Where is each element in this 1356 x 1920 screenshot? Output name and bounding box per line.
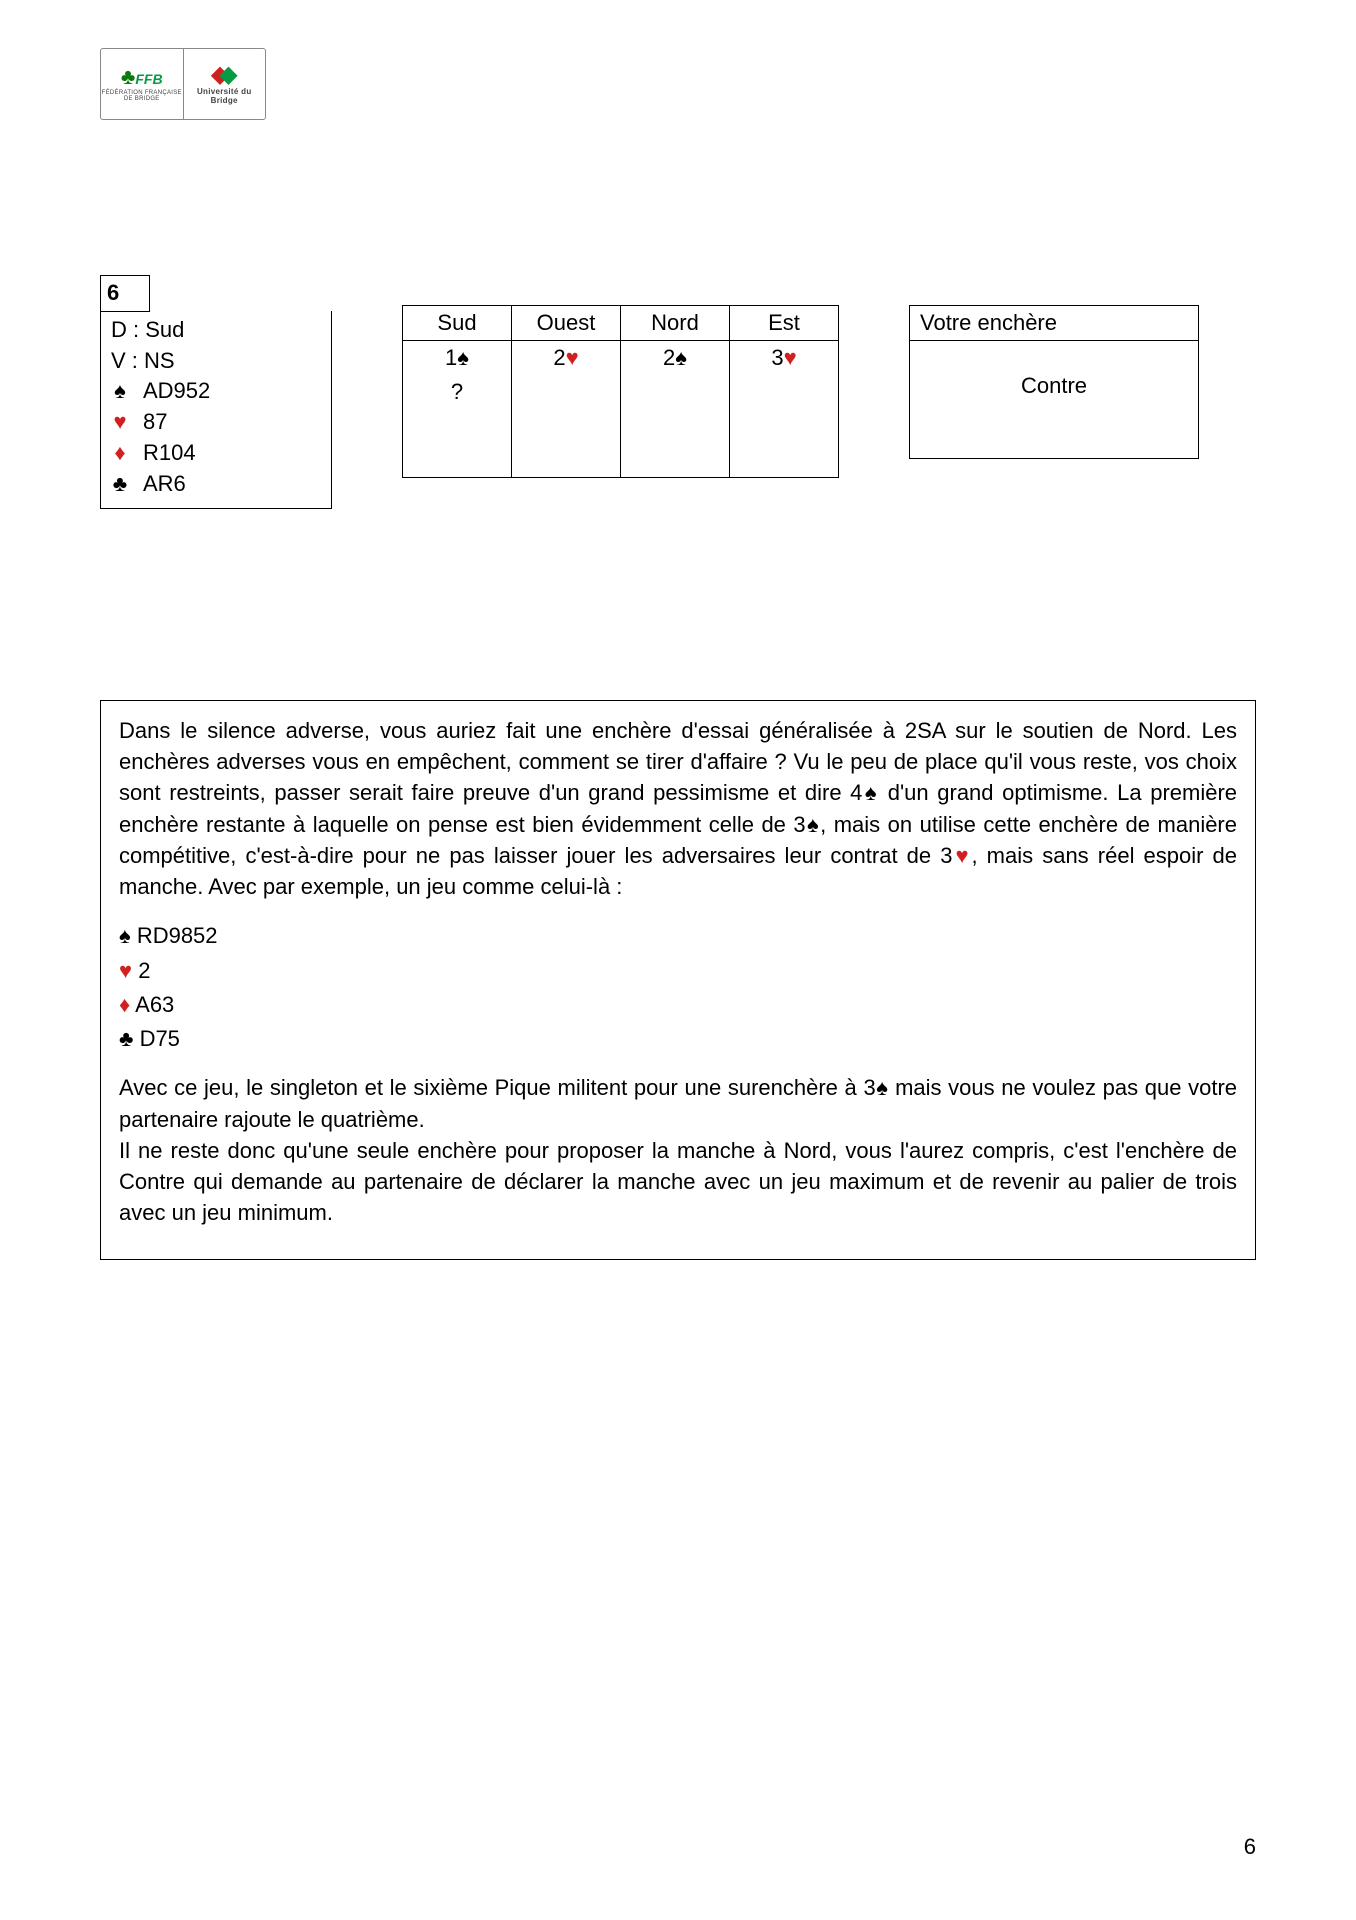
bidding-cell xyxy=(512,443,621,478)
explanation-p3: Il ne reste donc qu'une seule enchère po… xyxy=(119,1135,1237,1229)
hand-box: 6 D : Sud V : NS ♠AD952 ♥87 ♦R104 ♣AR6 xyxy=(100,275,332,509)
spade-icon: ♠ xyxy=(119,923,131,948)
bidding-cell xyxy=(730,443,839,478)
ffb-icon: ♣FFB xyxy=(121,65,163,89)
spade-icon: ♠ xyxy=(876,1075,889,1100)
heart-icon: ♥ xyxy=(111,407,129,438)
bidding-header: Ouest xyxy=(512,306,621,341)
club-icon: ♣ xyxy=(119,1026,133,1051)
ex-clubs: ♣ D75 xyxy=(119,1023,1237,1054)
bidding-cell: 1♠ xyxy=(403,341,512,376)
logo-univ: ◆◆ Université du Bridge xyxy=(184,49,266,119)
bidding-cell: 2♠ xyxy=(621,341,730,376)
answer-box: Votre enchère Contre xyxy=(909,305,1199,459)
example-hand: ♠ RD9852 ♥ 2 ♦ A63 ♣ D75 xyxy=(119,920,1237,1054)
graduation-icon: ◆◆ xyxy=(211,62,238,88)
bidding-cell: 3♥ xyxy=(730,341,839,376)
hand-body: D : Sud V : NS ♠AD952 ♥87 ♦R104 ♣AR6 xyxy=(100,311,332,509)
logo-box: ♣FFB FÉDÉRATION FRANÇAISE DE BRIDGE ◆◆ U… xyxy=(100,48,266,120)
bidding-header-row: Sud Ouest Nord Est xyxy=(403,306,839,341)
hand-hearts: ♥87 xyxy=(111,407,321,438)
bidding-row: ? xyxy=(403,375,839,409)
spade-icon: ♠ xyxy=(806,812,820,837)
bidding-header: Est xyxy=(730,306,839,341)
answer-value: Contre xyxy=(910,341,1198,399)
bidding-cell xyxy=(512,409,621,443)
bidding-row: 1♠2♥2♠3♥ xyxy=(403,341,839,376)
explanation-p2: Avec ce jeu, le singleton et le sixième … xyxy=(119,1072,1237,1134)
dealer-line: D : Sud xyxy=(111,315,321,346)
logo-ffb-sub: FÉDÉRATION FRANÇAISE DE BRIDGE xyxy=(101,90,183,103)
bidding-cell xyxy=(730,375,839,409)
explanation-box: Dans le silence adverse, vous auriez fai… xyxy=(100,700,1256,1260)
bidding-header: Nord xyxy=(621,306,730,341)
bidding-row xyxy=(403,409,839,443)
deal-number: 6 xyxy=(100,275,150,312)
bidding-cell: ? xyxy=(403,375,512,409)
bidding-table: Sud Ouest Nord Est 1♠2♥2♠3♥? xyxy=(402,305,839,478)
club-icon: ♣ xyxy=(111,469,129,500)
bidding-cell xyxy=(730,409,839,443)
explanation-p1: Dans le silence adverse, vous auriez fai… xyxy=(119,715,1237,902)
spade-icon: ♠ xyxy=(111,376,129,407)
diamond-icon: ♦ xyxy=(111,438,129,469)
page: ♣FFB FÉDÉRATION FRANÇAISE DE BRIDGE ◆◆ U… xyxy=(0,0,1356,1920)
bidding-row xyxy=(403,443,839,478)
hand-diamonds: ♦R104 xyxy=(111,438,321,469)
spade-icon: ♠ xyxy=(862,780,879,805)
bidding-cell xyxy=(403,443,512,478)
diamond-icon: ♦ xyxy=(119,992,130,1017)
page-number: 6 xyxy=(1244,1834,1256,1860)
bidding-header: Sud xyxy=(403,306,512,341)
bidding-cell: 2♥ xyxy=(512,341,621,376)
bidding-cell xyxy=(621,409,730,443)
deal-row: 6 D : Sud V : NS ♠AD952 ♥87 ♦R104 ♣AR6 S… xyxy=(100,275,1199,509)
bidding-cell xyxy=(621,443,730,478)
hand-clubs: ♣AR6 xyxy=(111,469,321,500)
ex-diamonds: ♦ A63 xyxy=(119,989,1237,1020)
ex-spades: ♠ RD9852 xyxy=(119,920,1237,951)
vul-line: V : NS xyxy=(111,346,321,377)
bidding-cell xyxy=(512,375,621,409)
heart-icon: ♥ xyxy=(119,958,132,983)
answer-title: Votre enchère xyxy=(910,306,1198,341)
bidding-cell xyxy=(403,409,512,443)
heart-icon: ♥ xyxy=(952,843,971,868)
logo-ffb: ♣FFB FÉDÉRATION FRANÇAISE DE BRIDGE xyxy=(101,49,184,119)
ex-hearts: ♥ 2 xyxy=(119,955,1237,986)
bidding-cell xyxy=(621,375,730,409)
hand-spades: ♠AD952 xyxy=(111,376,321,407)
logo-univ-label: Université du Bridge xyxy=(184,88,266,106)
